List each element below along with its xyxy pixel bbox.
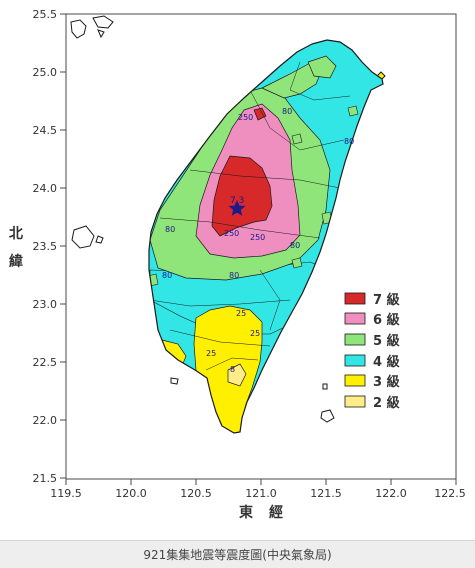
contour-label: 80 — [290, 241, 300, 250]
county-boundaries — [149, 61, 351, 371]
lon-axis-label-longitude: 經 — [269, 504, 283, 521]
longitude-axis: 119.5 120.0 120.5 121.0 121.5 122.0 122.… — [50, 479, 466, 500]
contour-label: 8 — [230, 365, 235, 374]
lon-tick-label: 121.5 — [310, 487, 342, 500]
lat-tick-label: 25.5 — [33, 8, 58, 21]
lon-tick-label: 120.5 — [180, 487, 212, 500]
lon-tick-label: 120.0 — [115, 487, 147, 500]
contour-label: 80 — [344, 137, 354, 146]
legend-label: 5 級 — [373, 333, 400, 349]
contour-label: 80 — [165, 225, 175, 234]
epicenter-star-icon — [228, 200, 246, 216]
contour-label: 250 — [224, 229, 239, 238]
figure-caption: 921集集地震等震度圖(中央氣象局) — [0, 540, 475, 568]
island-penghu — [71, 225, 95, 249]
contour-label: 250 — [250, 233, 265, 242]
zone-intensity-7-north — [253, 107, 267, 121]
legend: 7 級 6 級 5 級 4 級 3 級 2 級 — [344, 292, 400, 411]
legend-swatch — [344, 374, 366, 387]
contour-label: 250 — [238, 113, 253, 122]
lon-axis-label-east: 東 — [239, 504, 253, 521]
island-ludao — [322, 383, 328, 390]
island-small — [97, 29, 105, 39]
zone-intensity-5-north — [261, 61, 323, 99]
lat-axis-label-north: 北 — [9, 226, 23, 242]
legend-label: 7 級 — [373, 292, 400, 308]
contour-label: 80 — [229, 271, 239, 280]
legend-swatch — [344, 333, 366, 346]
island-liuqiu — [170, 377, 179, 385]
lat-tick-label: 21.5 — [33, 472, 58, 485]
lat-tick-label: 25.0 — [33, 66, 58, 79]
zone-intensity-7 — [211, 155, 273, 237]
contour-labels: 250 80 80 80 250 250 80 80 80 25 25 25 8 — [162, 107, 354, 374]
legend-label: 4 級 — [373, 354, 400, 370]
legend-swatch — [344, 312, 366, 325]
contour-label: 80 — [282, 107, 292, 116]
lat-tick-label: 23.0 — [33, 298, 58, 311]
zone-patch — [291, 257, 303, 269]
offshore-islands — [70, 15, 335, 423]
legend-swatch — [344, 354, 366, 367]
lon-tick-label: 121.0 — [245, 487, 277, 500]
intensity-map: 25.5 25.0 24.5 24.0 23.5 23.0 22.5 22.0 … — [9, 8, 466, 521]
legend-label: 3 級 — [373, 374, 400, 390]
lat-tick-label: 24.5 — [33, 124, 58, 137]
lat-tick-label: 24.0 — [33, 182, 58, 195]
zone-intensity-5-taipei — [307, 55, 337, 79]
legend-label: 2 級 — [373, 395, 400, 411]
contour-label: 80 — [162, 271, 172, 280]
island-matsu — [70, 19, 87, 39]
lat-tick-label: 22.5 — [33, 356, 58, 369]
taiwan-outline — [148, 39, 384, 434]
contour-label: 25 — [236, 309, 246, 318]
contour-label: 25 — [250, 329, 260, 338]
legend-swatch — [344, 292, 366, 305]
latitude-axis: 25.5 25.0 24.5 24.0 23.5 23.0 22.5 22.0 … — [33, 8, 66, 485]
island-penghu-east — [95, 235, 104, 244]
zone-patch — [347, 105, 359, 117]
zone-intensity-2 — [227, 363, 247, 387]
lon-tick-label: 122.0 — [375, 487, 407, 500]
contour-label: 25 — [206, 349, 216, 358]
island-lanyu — [320, 409, 335, 423]
lat-tick-label: 22.0 — [33, 414, 58, 427]
lat-axis-label-latitude: 緯 — [9, 253, 23, 270]
lon-tick-label: 119.5 — [50, 487, 82, 500]
lat-tick-label: 23.5 — [33, 240, 58, 253]
island-matsu-east — [92, 15, 114, 29]
lon-tick-label: 122.5 — [434, 487, 466, 500]
intensity-map-figure: 25.5 25.0 24.5 24.0 23.5 23.0 22.5 22.0 … — [9, 8, 466, 521]
legend-swatch — [344, 395, 366, 408]
legend-label: 6 級 — [373, 312, 400, 328]
zone-patch — [291, 133, 303, 145]
